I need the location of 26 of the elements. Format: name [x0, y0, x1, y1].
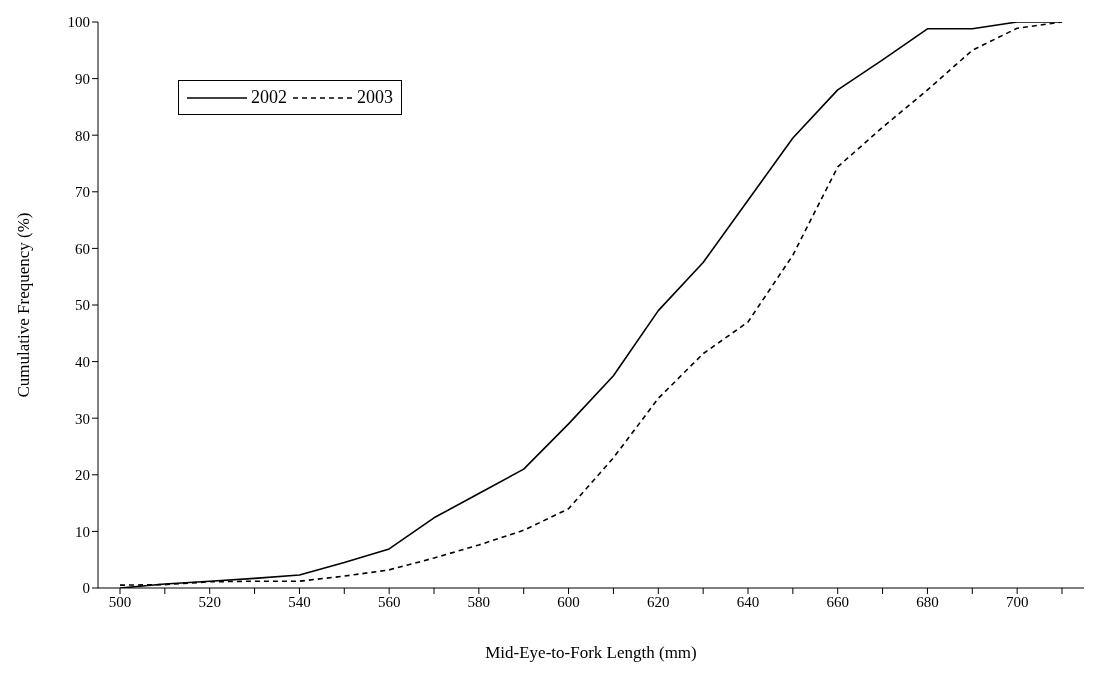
legend-label: 2002 — [251, 87, 287, 108]
y-tick-label: 50 — [75, 297, 90, 314]
y-tick-label: 60 — [75, 240, 90, 257]
y-tick-label: 100 — [67, 14, 90, 31]
y-tick-label: 30 — [75, 410, 90, 427]
y-axis-title: Cumulative Frequency (%) — [14, 212, 34, 398]
y-tick-label: 10 — [75, 523, 90, 540]
y-tick-label: 40 — [75, 353, 90, 370]
x-tick-label: 660 — [826, 593, 849, 610]
y-tick-label: 90 — [75, 70, 90, 87]
x-tick-label: 520 — [198, 593, 221, 610]
y-tick-label: 80 — [75, 127, 90, 144]
x-tick-label: 560 — [377, 593, 401, 610]
x-tick-label: 600 — [557, 593, 580, 610]
y-tick-label: 0 — [82, 580, 90, 597]
y-tick-label: 70 — [75, 184, 90, 201]
x-tick-label: 700 — [1005, 593, 1029, 610]
x-axis-title: Mid-Eye-to-Fork Length (mm) — [485, 643, 697, 662]
x-tick-label: 540 — [288, 593, 311, 610]
x-tick-label: 500 — [108, 593, 132, 610]
x-tick-label: 620 — [647, 593, 670, 610]
y-tick-label: 20 — [75, 467, 90, 484]
x-tick-label: 580 — [467, 593, 491, 610]
x-tick-label: 680 — [916, 593, 939, 610]
legend-label: 2003 — [357, 87, 393, 108]
x-tick-label: 640 — [736, 593, 760, 610]
